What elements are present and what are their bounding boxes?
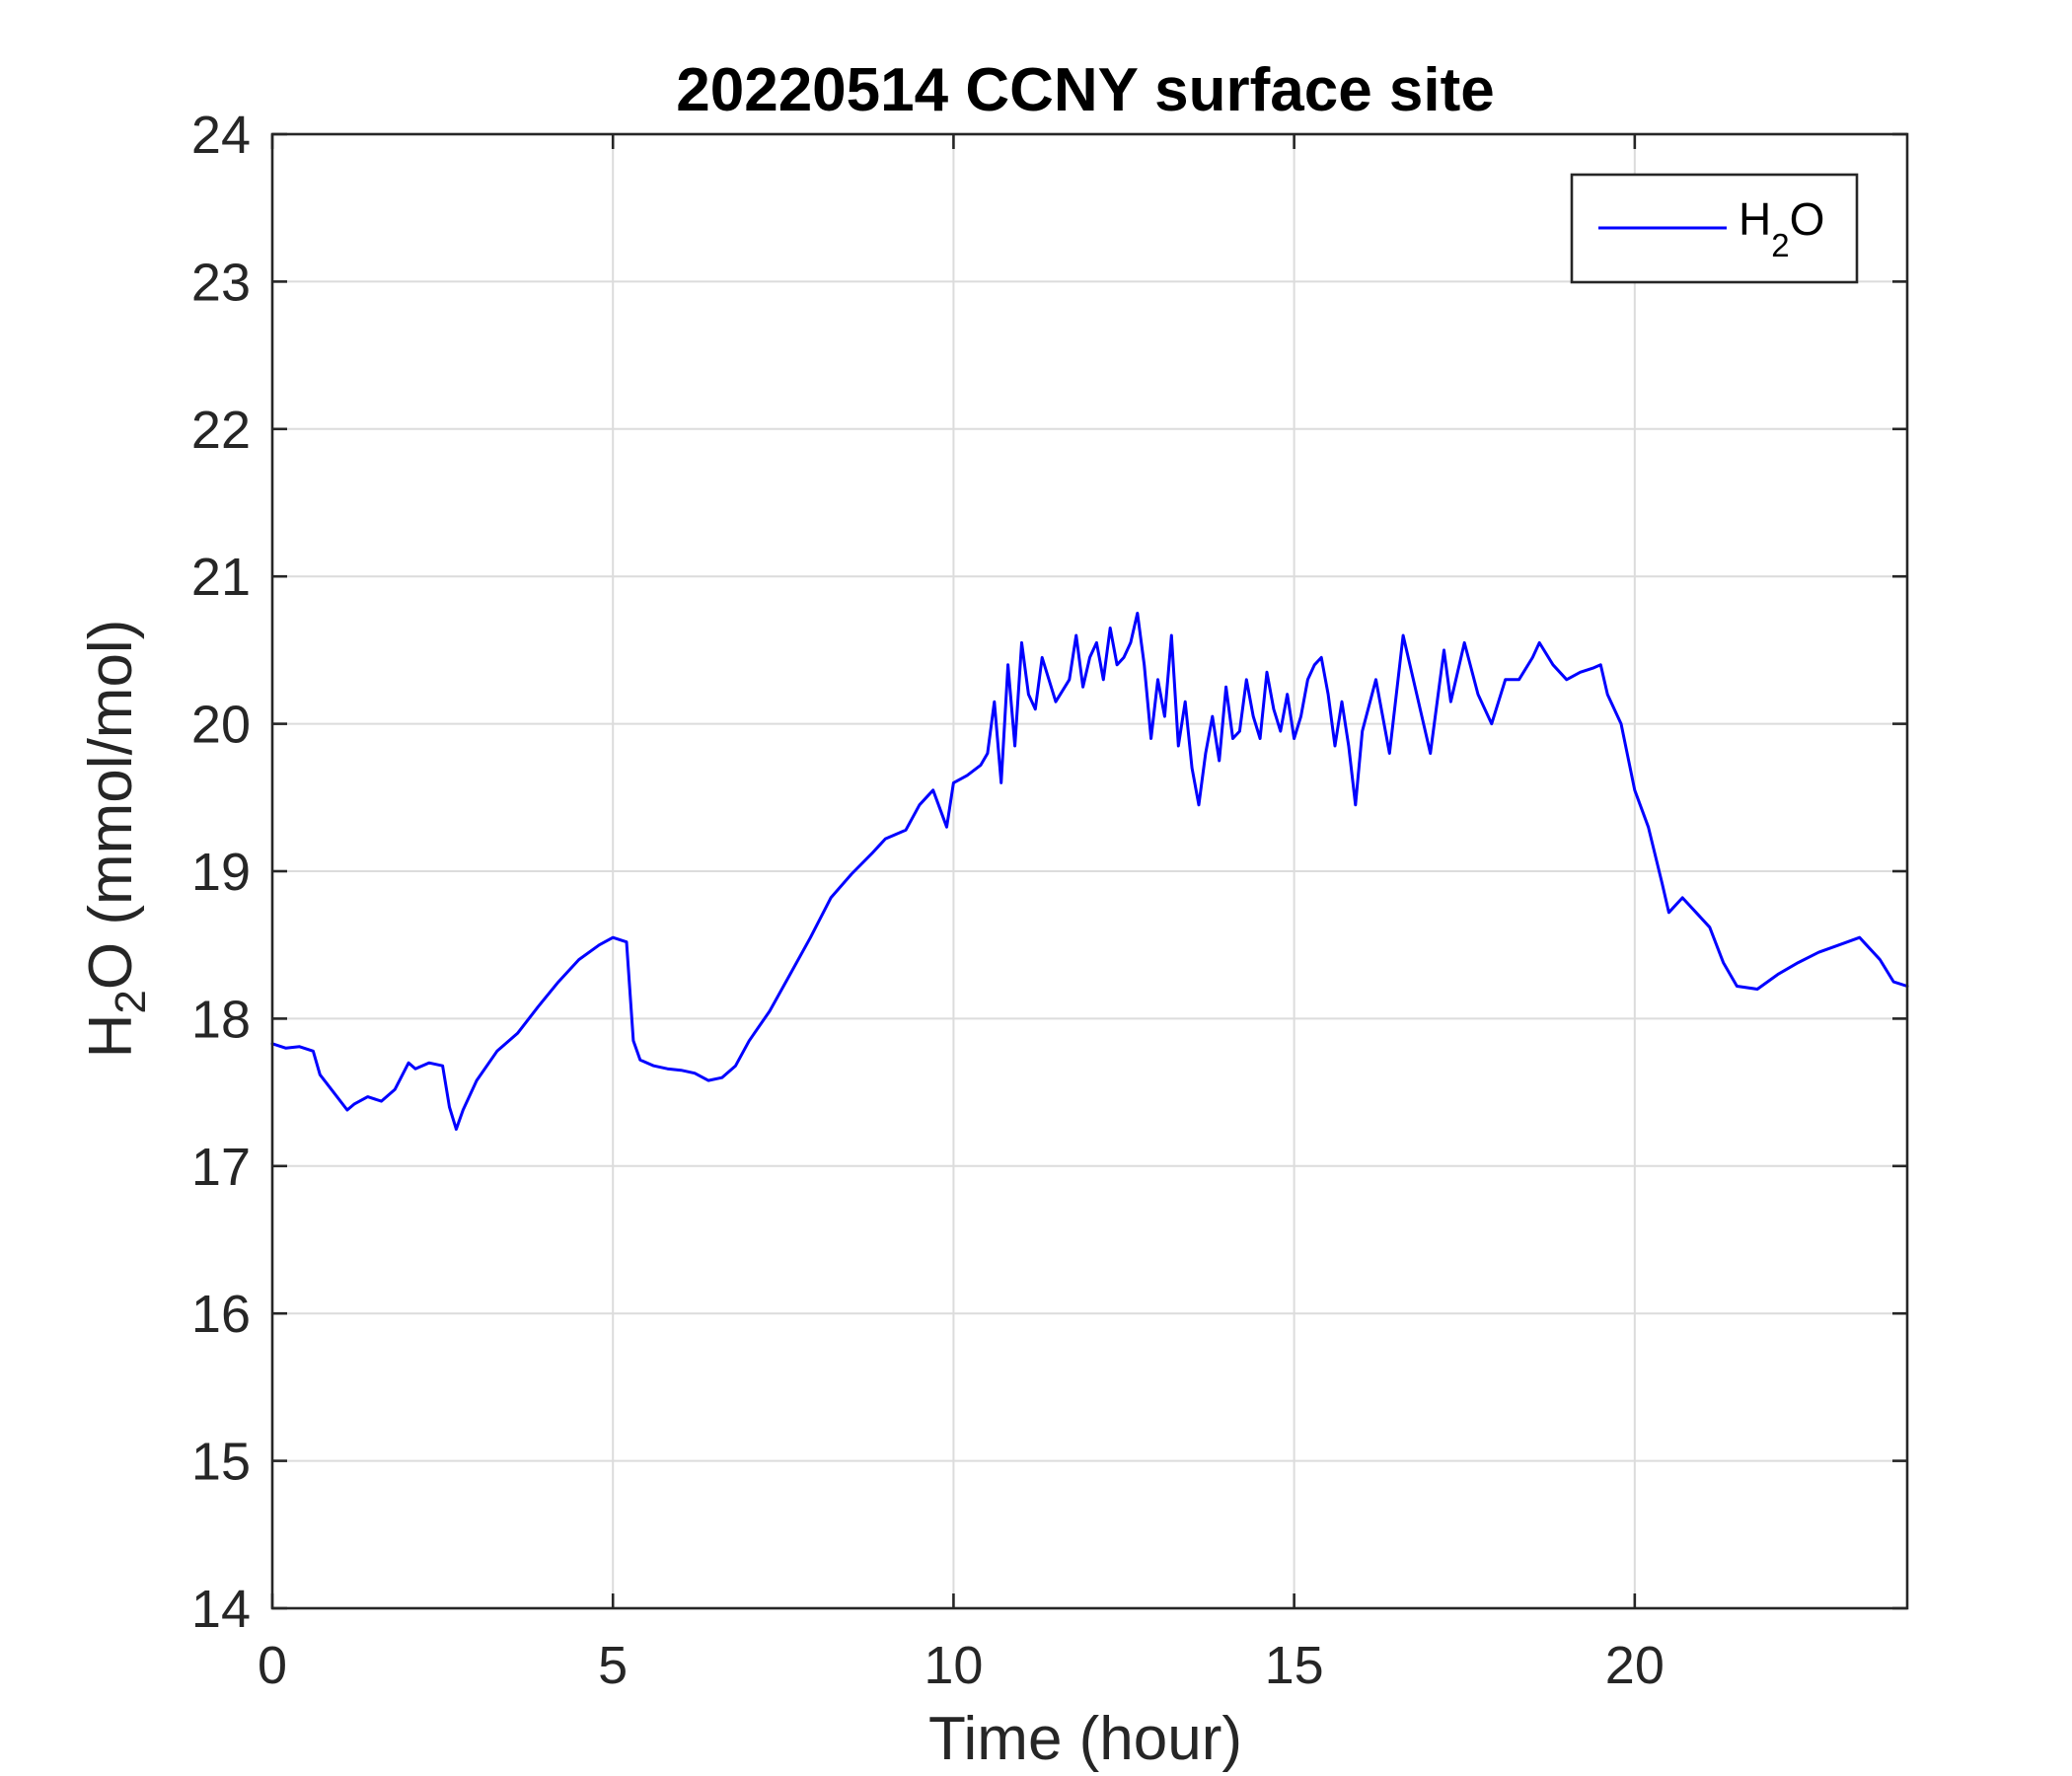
x-axis-label: Time (hour) xyxy=(928,1705,1242,1773)
legend-label: H2O xyxy=(1739,193,1824,263)
y-tick-label: 21 xyxy=(191,548,251,607)
y-tick-labels: 14 15 16 17 18 19 20 21 22 23 24 xyxy=(191,106,251,1639)
y-tick-label: 19 xyxy=(191,843,251,902)
y-axis-label: H2O (mmol/mol) xyxy=(77,620,155,1059)
y-axis-label-rest: O (mmol/mol) xyxy=(77,620,145,990)
x-tick-label: 5 xyxy=(598,1636,628,1695)
y-tick-label: 24 xyxy=(191,106,251,165)
x-tick-label: 20 xyxy=(1605,1636,1665,1695)
y-tick-label: 17 xyxy=(191,1138,251,1197)
y-tick-label: 18 xyxy=(191,990,251,1049)
y-tick-label: 14 xyxy=(191,1580,251,1639)
legend-label-main: H xyxy=(1739,193,1771,245)
y-tick-label: 20 xyxy=(191,696,251,755)
y-axis-label-main: H xyxy=(77,1014,145,1059)
x-tick-labels: 0 5 10 15 20 xyxy=(258,1636,1665,1695)
x-tick-label: 15 xyxy=(1265,1636,1324,1695)
y-tick-label: 23 xyxy=(191,253,251,312)
y-ticks xyxy=(272,132,1907,1610)
y-tick-label: 22 xyxy=(191,401,251,460)
x-tick-label: 0 xyxy=(258,1636,287,1695)
x-tick-label: 10 xyxy=(924,1636,983,1695)
legend: H2O xyxy=(1570,173,1859,284)
chart-title: 20220514 CCNY surface site xyxy=(676,56,1495,124)
y-tick-label: 16 xyxy=(191,1285,251,1344)
y-axis-label-subscript: 2 xyxy=(107,990,155,1013)
series-layer xyxy=(270,612,1909,1131)
legend-label-subscript: 2 xyxy=(1771,227,1789,263)
series-line-h2o xyxy=(270,612,1909,1131)
y-gridlines xyxy=(272,280,1907,1462)
y-tick-label: 15 xyxy=(191,1433,251,1492)
legend-label-rest: O xyxy=(1790,193,1825,245)
x-ticks xyxy=(270,134,1637,1608)
